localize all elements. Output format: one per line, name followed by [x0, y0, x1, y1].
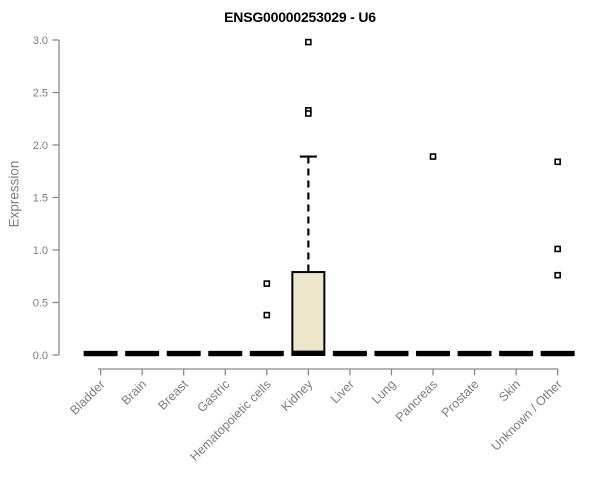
x-axis-tick-label-liver: Liver: [328, 377, 357, 406]
y-axis-tick-label: 3.0: [33, 35, 48, 47]
box-kidney: [291, 271, 326, 356]
outlier-kidney-2: [305, 110, 312, 117]
x-axis-tick-label-gastric: Gastric: [194, 377, 232, 415]
x-axis-tick-label-hematopoietic-cells: Hematopoietic cells: [187, 377, 274, 464]
outlier-unknown-other-0: [554, 158, 561, 166]
x-axis-tick-label-bladder: Bladder: [67, 377, 107, 417]
x-axis-tick-label-breast: Breast: [155, 377, 191, 413]
y-axis-tick-label: 1.0: [33, 245, 48, 257]
chart-title: ENSG00000253029 - U6: [224, 9, 376, 25]
outlier-unknown-other-2: [554, 271, 561, 279]
y-axis-tick-label: 0.0: [33, 350, 48, 362]
y-axis-tick-label: 2.5: [33, 88, 48, 100]
x-axis-tick-label-pancreas: Pancreas: [393, 377, 440, 424]
outlier-hematopoietic-cells-0: [263, 280, 271, 287]
y-axis-tick-label: 1.5: [33, 193, 48, 205]
outlier-hematopoietic-cells-1: [263, 311, 271, 319]
outlier-pancreas-0: [429, 153, 437, 160]
y-axis-tick-label: 0.5: [33, 298, 48, 310]
x-axis-tick-label-skin: Skin: [496, 377, 523, 404]
outlier-unknown-other-1: [554, 245, 561, 253]
x-axis-tick-label-unknown-other: Unknown / Other: [489, 377, 565, 453]
x-axis-tick-label-kidney: Kidney: [279, 377, 316, 414]
x-axis-tick-label-prostate: Prostate: [439, 377, 482, 420]
x-axis-tick-label-brain: Brain: [119, 377, 150, 408]
y-axis-tick-label: 2.0: [33, 140, 48, 152]
outlier-kidney-0: [305, 38, 312, 46]
x-axis-tick-label-lung: Lung: [369, 377, 399, 407]
